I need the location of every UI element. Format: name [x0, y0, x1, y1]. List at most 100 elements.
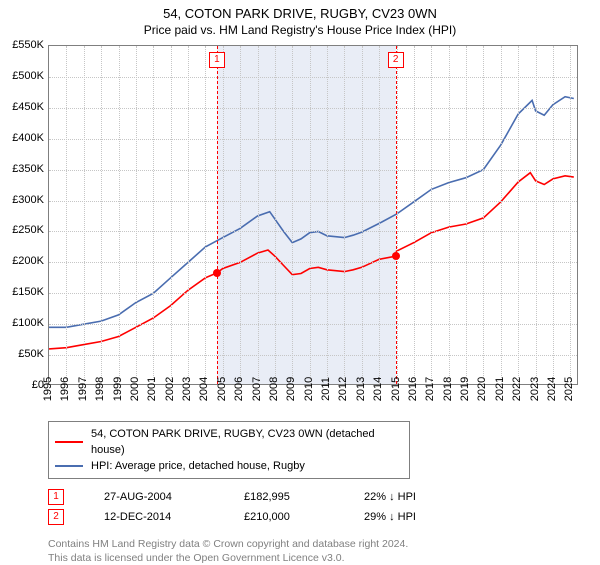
- y-tick-label: £350K: [12, 163, 44, 175]
- gridline-h: [49, 231, 577, 232]
- footer-line2: This data is licensed under the Open Gov…: [48, 551, 600, 565]
- sale-marker-box: 1: [209, 52, 225, 68]
- plot-area: 12: [48, 45, 578, 385]
- gridline-v: [153, 46, 154, 384]
- gridline-v: [466, 46, 467, 384]
- x-tick-label: 2012: [337, 377, 349, 401]
- y-tick-label: £100K: [12, 317, 44, 329]
- gridline-v: [101, 46, 102, 384]
- sales-table: 1 27-AUG-2004 £182,995 22% ↓ HPI 2 12-DEC-201…: [48, 487, 600, 527]
- y-tick-label: £500K: [12, 70, 44, 82]
- x-tick-label: 2014: [372, 377, 384, 401]
- x-tick-label: 2023: [529, 377, 541, 401]
- sale-marker-box: 2: [388, 52, 404, 68]
- x-tick-label: 2002: [164, 377, 176, 401]
- x-tick-label: 2005: [216, 377, 228, 401]
- x-tick-label: 2003: [181, 377, 193, 401]
- gridline-v: [223, 46, 224, 384]
- gridline-h: [49, 355, 577, 356]
- sale-marker-line: [217, 46, 218, 384]
- gridline-v: [362, 46, 363, 384]
- gridline-v: [414, 46, 415, 384]
- x-tick-label: 2017: [424, 377, 436, 401]
- footer-line1: Contains HM Land Registry data © Crown c…: [48, 537, 600, 551]
- series-property: [49, 173, 574, 349]
- gridline-v: [483, 46, 484, 384]
- sale-dot: [392, 252, 400, 260]
- footer: Contains HM Land Registry data © Crown c…: [48, 537, 600, 565]
- gridline-v: [292, 46, 293, 384]
- y-tick-label: £450K: [12, 101, 44, 113]
- gridline-v: [327, 46, 328, 384]
- page-subtitle: Price paid vs. HM Land Registry's House …: [0, 23, 600, 37]
- gridline-v: [84, 46, 85, 384]
- gridline-h: [49, 262, 577, 263]
- sale-price: £182,995: [244, 487, 324, 507]
- gridline-v: [431, 46, 432, 384]
- sale-date: 27-AUG-2004: [104, 487, 204, 507]
- x-tick-label: 2015: [390, 377, 402, 401]
- gridline-v: [66, 46, 67, 384]
- y-tick-label: £250K: [12, 224, 44, 236]
- y-tick-label: £200K: [12, 255, 44, 267]
- x-tick-label: 2008: [268, 377, 280, 401]
- x-tick-label: 2020: [476, 377, 488, 401]
- gridline-h: [49, 77, 577, 78]
- gridline-v: [205, 46, 206, 384]
- gridline-v: [310, 46, 311, 384]
- gridline-h: [49, 108, 577, 109]
- legend: 54, COTON PARK DRIVE, RUGBY, CV23 0WN (d…: [48, 421, 410, 479]
- sale-row-marker: 1: [48, 489, 64, 505]
- legend-label: HPI: Average price, detached house, Rugb…: [91, 458, 305, 474]
- x-tick-label: 2010: [303, 377, 315, 401]
- gridline-v: [379, 46, 380, 384]
- x-tick-label: 2001: [146, 377, 158, 401]
- gridline-v: [553, 46, 554, 384]
- gridline-v: [275, 46, 276, 384]
- x-tick-label: 2013: [355, 377, 367, 401]
- chart: 12 £0£50K£100K£150K£200K£250K£300K£350K£…: [48, 45, 578, 385]
- x-tick-label: 2018: [442, 377, 454, 401]
- x-tick-label: 1999: [112, 377, 124, 401]
- gridline-v: [570, 46, 571, 384]
- x-tick-label: 2016: [407, 377, 419, 401]
- sale-marker-line: [396, 46, 397, 384]
- x-tick-label: 2025: [563, 377, 575, 401]
- gridline-v: [258, 46, 259, 384]
- x-tick-label: 1997: [77, 377, 89, 401]
- gridline-h: [49, 324, 577, 325]
- gridline-v: [518, 46, 519, 384]
- x-tick-label: 2006: [233, 377, 245, 401]
- x-tick-label: 2009: [285, 377, 297, 401]
- y-tick-label: £50K: [18, 348, 44, 360]
- legend-item: HPI: Average price, detached house, Rugb…: [55, 458, 403, 474]
- x-tick-label: 2024: [546, 377, 558, 401]
- x-tick-label: 2019: [459, 377, 471, 401]
- gridline-v: [171, 46, 172, 384]
- sale-delta: 22% ↓ HPI: [364, 487, 416, 507]
- sale-row: 1 27-AUG-2004 £182,995 22% ↓ HPI: [48, 487, 600, 507]
- sale-date: 12-DEC-2014: [104, 507, 204, 527]
- x-tick-label: 2021: [494, 377, 506, 401]
- legend-label: 54, COTON PARK DRIVE, RUGBY, CV23 0WN (d…: [91, 426, 403, 458]
- x-tick-label: 2022: [511, 377, 523, 401]
- gridline-v: [344, 46, 345, 384]
- y-tick-label: £150K: [12, 286, 44, 298]
- gridline-v: [536, 46, 537, 384]
- gridline-v: [136, 46, 137, 384]
- sale-row: 212-DEC-2014£210,00029% ↓ HPI: [48, 507, 600, 527]
- gridline-v: [119, 46, 120, 384]
- x-tick-label: 1996: [59, 377, 71, 401]
- gridline-h: [49, 139, 577, 140]
- legend-swatch: [55, 441, 83, 443]
- series-svg: [49, 46, 579, 386]
- gridline-v: [188, 46, 189, 384]
- gridline-h: [49, 293, 577, 294]
- legend-item: 54, COTON PARK DRIVE, RUGBY, CV23 0WN (d…: [55, 426, 403, 458]
- sale-row-marker: 2: [48, 509, 64, 525]
- x-tick-label: 2000: [129, 377, 141, 401]
- y-tick-label: £400K: [12, 132, 44, 144]
- gridline-v: [449, 46, 450, 384]
- title-block: 54, COTON PARK DRIVE, RUGBY, CV23 0WN Pr…: [0, 0, 600, 37]
- legend-swatch: [55, 465, 83, 467]
